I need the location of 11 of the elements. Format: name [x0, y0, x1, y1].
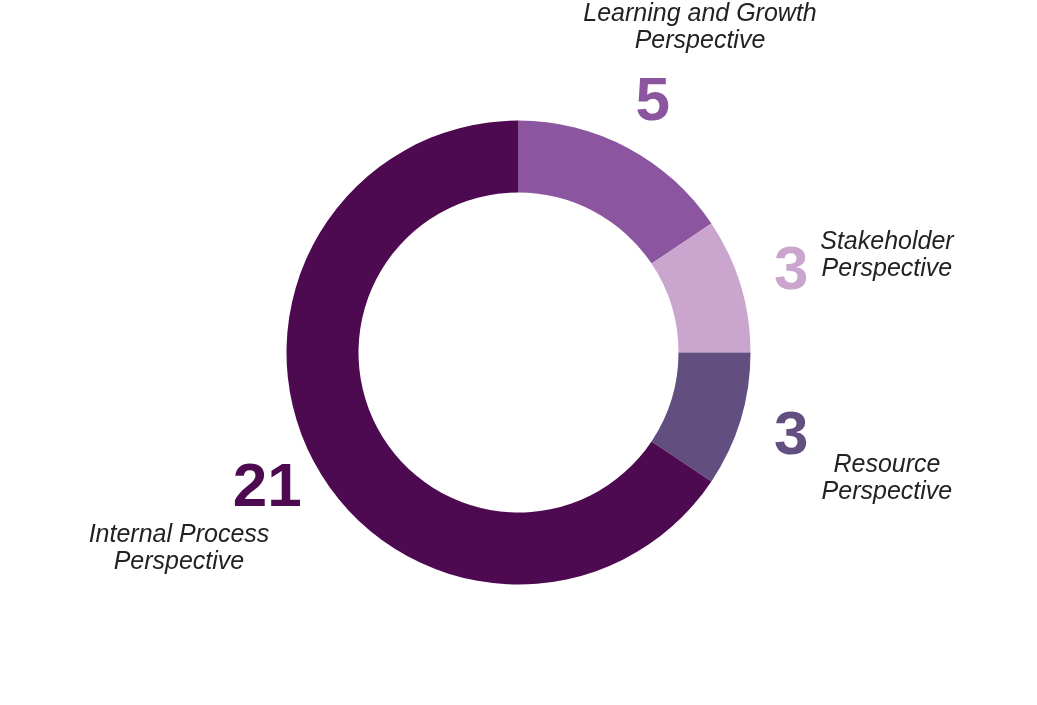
- data-label: 5: [635, 64, 671, 134]
- slice-label: Resource Perspective: [821, 449, 953, 505]
- data-label: 21: [232, 449, 302, 519]
- slice-label: Stakeholder Perspective: [820, 225, 956, 281]
- slice-label: Internal Process Perspective: [88, 518, 270, 574]
- slice-label: Learning and Growth Perspective: [583, 0, 817, 53]
- data-label: 3: [773, 232, 809, 302]
- data-label: 3: [773, 398, 809, 468]
- donut-slice: [651, 352, 751, 482]
- donut-slice: [518, 120, 712, 264]
- donut-slice: [651, 223, 751, 353]
